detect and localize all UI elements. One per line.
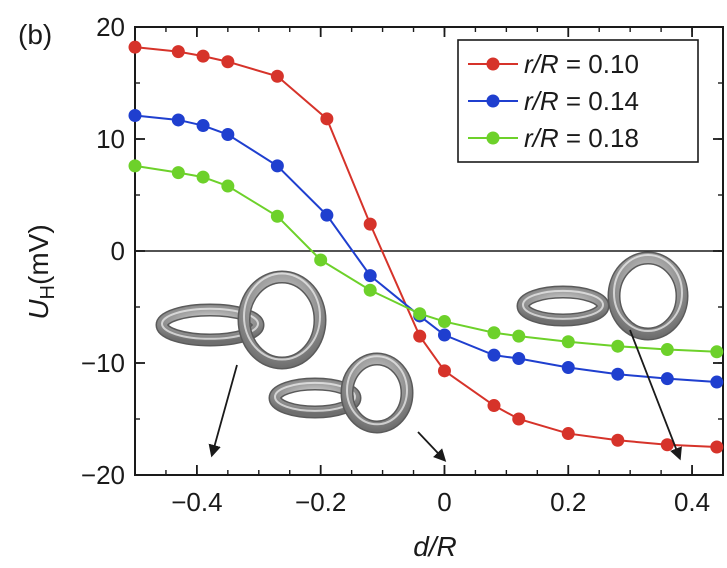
data-point: [710, 440, 724, 454]
data-point: [270, 209, 284, 223]
ring-highlight: [243, 272, 321, 361]
legend-marker: [486, 94, 500, 108]
ring-upright: [340, 352, 414, 434]
plot-area: −0.4 −0.2 0 0.2 0.4 −20 −10 0 10 20: [81, 12, 724, 517]
data-point: [660, 343, 674, 357]
ring-highlight: [274, 381, 356, 412]
data-point: [320, 112, 334, 126]
data-point: [314, 253, 328, 267]
data-point: [611, 339, 625, 353]
x-tick-label: 0.2: [550, 487, 586, 517]
data-point: [437, 315, 451, 329]
legend-marker: [486, 57, 500, 71]
data-point: [437, 328, 451, 342]
data-point: [363, 269, 377, 283]
y-axis-title-sub: H: [37, 285, 59, 299]
svg-text:UH(mV): UH(mV): [23, 224, 59, 319]
data-point: [196, 119, 210, 133]
data-point: [363, 217, 377, 231]
ring-highlight: [346, 355, 408, 426]
ring-upright: [237, 270, 327, 370]
inset-diagrams: [155, 251, 689, 462]
data-point: [487, 348, 501, 362]
legend-entry-1: r/R = 0.14: [468, 86, 639, 116]
ring-flat: [155, 303, 265, 347]
y-axis-title-unit: (mV): [23, 224, 54, 285]
inset-arrow: [417, 431, 447, 462]
data-point: [512, 352, 526, 366]
ring-upright: [607, 251, 689, 341]
data-point: [128, 108, 142, 122]
legend-label: r/R = 0.18: [524, 123, 639, 153]
y-tick-label: −20: [81, 460, 125, 490]
x-tick-label: 0: [437, 487, 451, 517]
y-axis-title: UH(mV): [23, 224, 59, 319]
data-point: [611, 367, 625, 381]
data-point: [710, 375, 724, 389]
linked-rings-right: [516, 251, 689, 461]
data-point: [320, 208, 334, 222]
y-tick-label: 0: [111, 236, 125, 266]
data-point: [171, 113, 185, 127]
panel-label: (b): [18, 19, 52, 50]
data-point: [196, 170, 210, 184]
x-axis-title: d/R: [413, 531, 457, 562]
ring-flat: [268, 377, 362, 419]
data-point: [561, 427, 575, 441]
data-point: [221, 179, 235, 193]
legend-marker: [486, 131, 500, 145]
data-point: [221, 128, 235, 142]
ring-highlight: [161, 307, 259, 340]
ring-flat: [516, 285, 610, 327]
data-point: [512, 329, 526, 343]
data-point: [710, 345, 724, 359]
data-point: [561, 360, 575, 374]
linked-rings-left: [155, 270, 327, 458]
data-point: [487, 399, 501, 413]
data-point: [196, 49, 210, 63]
x-tick-label: −0.2: [295, 487, 346, 517]
y-tick-label: 10: [96, 124, 125, 154]
legend-entry-0: r/R = 0.10: [468, 49, 639, 79]
data-point: [128, 159, 142, 173]
y-tick-label: −10: [81, 348, 125, 378]
data-point: [171, 45, 185, 59]
ring-highlight: [613, 253, 683, 332]
data-point: [270, 159, 284, 173]
data-point: [128, 40, 142, 54]
series-2: [128, 159, 724, 359]
data-point: [561, 335, 575, 349]
data-point: [611, 433, 625, 447]
data-point: [413, 307, 427, 321]
y-axis-title-main: U: [23, 299, 54, 320]
data-point: [437, 364, 451, 378]
data-point: [512, 412, 526, 426]
ring-highlight: [522, 289, 604, 320]
x-tick-label: 0.4: [674, 487, 710, 517]
data-point: [413, 329, 427, 343]
legend-entry-2: r/R = 0.18: [468, 123, 639, 153]
linked-rings-center: [268, 352, 447, 462]
series-0: [128, 40, 724, 454]
ring-body: [609, 253, 687, 339]
inset-arrow: [629, 329, 682, 461]
x-tick-label: −0.4: [171, 487, 222, 517]
data-point: [363, 283, 377, 297]
data-point: [171, 166, 185, 180]
data-point: [221, 55, 235, 69]
data-point: [660, 372, 674, 386]
inset-arrow: [208, 364, 238, 458]
legend-label: r/R = 0.14: [524, 86, 639, 116]
legend-label: r/R = 0.10: [524, 49, 639, 79]
data-point: [270, 69, 284, 83]
y-tick-label: 20: [96, 12, 125, 42]
legend: r/R = 0.10 r/R = 0.14 r/R = 0.18: [457, 39, 699, 163]
data-point: [487, 326, 501, 340]
